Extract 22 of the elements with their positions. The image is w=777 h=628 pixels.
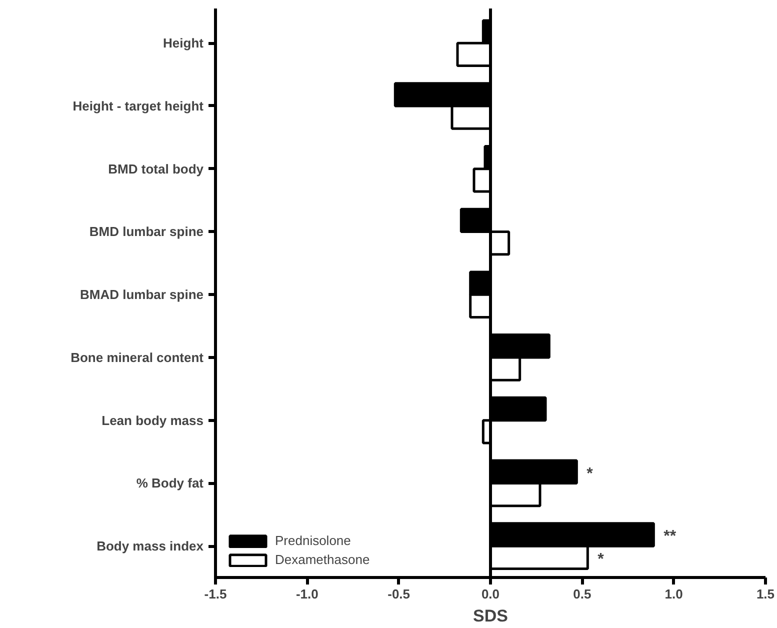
x-tick-label: -1.5 xyxy=(204,586,227,602)
y-tick-label: Body mass index xyxy=(96,538,204,554)
y-tick-label: BMD total body xyxy=(108,161,204,176)
y-tick-label: Height - target height xyxy=(72,98,204,114)
annotation: ** xyxy=(664,528,677,546)
y-tick-label: Bone mineral content xyxy=(70,350,204,365)
annotation: * xyxy=(598,550,605,568)
x-axis-title: SDS xyxy=(473,606,508,626)
y-tick-label: Lean body mass xyxy=(102,412,204,428)
y-tick-label: BMD lumbar spine xyxy=(89,224,204,240)
y-tick-label: BMAD lumbar spine xyxy=(80,287,204,302)
x-tick-label: 0.5 xyxy=(573,586,592,602)
legend-label: Dexamethasone xyxy=(275,552,370,567)
legend-label: Prednisolone xyxy=(275,533,351,548)
x-tick-label: 1.5 xyxy=(756,586,775,602)
annotation: * xyxy=(586,465,594,482)
x-tick-label: -1.0 xyxy=(296,586,318,602)
x-tick-label: 1.0 xyxy=(664,586,683,602)
x-tick-label: 0.0 xyxy=(481,586,500,602)
y-tick-label: Height xyxy=(163,36,204,51)
x-tick-label: -0.5 xyxy=(388,586,410,602)
y-tick-label: % Body fat xyxy=(136,476,204,491)
